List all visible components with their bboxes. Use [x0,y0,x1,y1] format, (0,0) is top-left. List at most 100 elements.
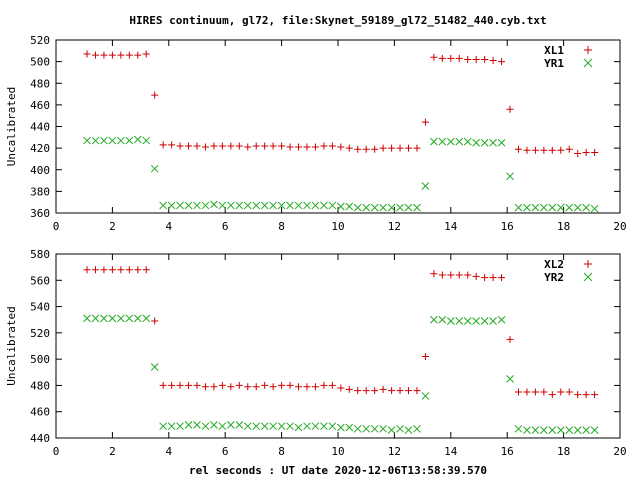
data-point [404,203,413,212]
data-point [370,424,379,433]
series-yr1 [83,135,599,213]
y-tick-label: 520 [30,327,50,340]
data-point [421,118,429,126]
data-point [371,145,379,153]
data-point [83,266,91,274]
data-point [150,363,159,371]
legend-marker [584,260,592,268]
x-tick-label: 8 [278,220,285,233]
data-point [278,381,286,389]
x-tick-label: 6 [222,445,229,458]
data-point [91,51,99,59]
data-point [396,387,404,395]
x-tick-label: 4 [165,220,172,233]
data-point [320,201,328,210]
y-tick-label: 440 [30,121,50,134]
data-point [590,204,599,213]
data-point [489,57,497,65]
data-point [489,138,497,147]
data-point [168,381,176,389]
data-point [548,203,557,212]
data-point [252,383,260,391]
y-tick-label: 400 [30,164,50,177]
y-tick-label: 520 [30,34,50,47]
data-point [261,381,269,389]
data-point [303,143,311,151]
data-point [286,201,294,210]
data-point [142,136,151,145]
legend-marker [583,272,593,282]
y-tick-label: 380 [30,185,50,198]
panel-top: 360 380 400 420 440 460 480 500 520 0 2 4 6 8 10 12 14 16… [5,34,627,233]
data-point [151,91,159,99]
data-point [337,384,345,392]
data-point [480,138,489,147]
data-point [125,266,133,274]
data-point [328,201,337,210]
data-point [565,388,573,396]
data-point [108,314,117,323]
data-point [565,145,573,153]
data-point [210,142,218,150]
data-point [311,383,319,391]
data-point [446,137,455,146]
data-point [269,142,277,150]
data-point [201,422,210,431]
data-point [345,423,354,432]
legend-label: YR1 [544,57,564,70]
data-point [548,146,556,154]
data-point [252,142,260,150]
data-point [235,421,244,429]
plot-frame [55,253,621,439]
x-tick-label: 10 [331,445,344,458]
data-point [556,426,565,434]
data-point [354,387,362,395]
data-point [142,50,150,58]
series-xl1 [83,50,599,158]
data-point [328,422,337,431]
x-tick-label: 20 [613,220,626,233]
data-point [405,387,412,395]
data-point [117,266,125,274]
data-point [286,143,294,151]
data-point [472,138,481,147]
data-point [540,426,548,434]
data-point [108,136,117,145]
data-point [413,387,421,395]
data-point [336,202,345,211]
data-point [125,51,133,59]
data-point [480,317,489,325]
data-point [388,387,396,395]
data-point [498,58,506,66]
panel-bottom: 440 460 480 500 520 540 560 580 0 2 4 6 8 10 12 14 16 18 2… [5,248,627,458]
data-point [142,266,150,274]
data-point [557,388,565,396]
x-tick-label: 4 [165,445,172,458]
data-point [159,422,168,431]
x-tick-label: 10 [331,220,344,233]
x-tick-label: 18 [557,220,570,233]
data-point [396,144,404,152]
data-point [506,105,514,113]
data-point [303,422,311,431]
data-point [201,383,209,391]
data-point [260,201,269,210]
data-point [362,203,371,212]
data-point [193,421,201,429]
legend-label: YR2 [544,271,564,284]
data-point [489,317,497,325]
data-point [565,426,574,434]
data-point [303,201,311,210]
data-point [193,381,201,389]
data-point [362,424,371,433]
data-point [506,335,514,343]
data-point [540,203,548,212]
data-point [117,314,125,323]
data-point [269,383,277,391]
data-point [184,421,193,429]
data-point [379,203,387,212]
x-tick-label: 8 [278,445,285,458]
data-point [133,135,142,144]
data-point [523,426,531,434]
data-point [167,422,176,431]
